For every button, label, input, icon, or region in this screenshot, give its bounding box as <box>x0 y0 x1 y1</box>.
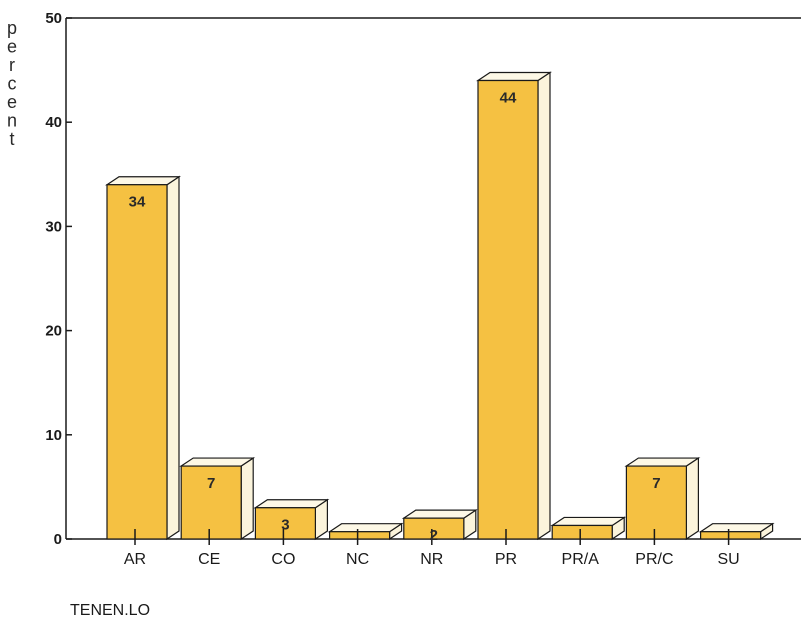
bar-top-NC <box>327 523 404 533</box>
bar-side-CE <box>240 456 254 541</box>
x-tick-label-CE: CE <box>198 551 220 568</box>
data-label-PR: 44 <box>500 90 517 107</box>
bar-top-AR <box>105 176 181 186</box>
bar-side-PR/C <box>685 456 700 541</box>
bar-top-CE <box>179 457 256 467</box>
y-axis-label-char: p <box>7 18 17 38</box>
bar-CO <box>254 507 316 540</box>
bar-PR/C <box>625 465 688 540</box>
bar-side-AR <box>166 175 180 541</box>
x-tick-label-AR: AR <box>124 551 146 568</box>
data-label-CO: 3 <box>281 517 289 534</box>
bar-NC <box>329 531 391 540</box>
bar-PR <box>477 79 539 540</box>
y-tick-label-30: 30 <box>45 218 62 235</box>
y-tick-label-20: 20 <box>45 323 62 340</box>
bar-top-PR/A <box>550 516 627 527</box>
bar-top-SU <box>698 523 775 533</box>
bar-top-NR <box>401 509 478 519</box>
bar-PR/A <box>551 524 613 540</box>
y-axis-label-char: r <box>9 55 15 75</box>
bar-top-CO <box>253 499 330 509</box>
data-label-PR/C: 7 <box>652 475 660 492</box>
y-tick-label-10: 10 <box>45 427 62 444</box>
x-tick-label-PR: PR <box>495 551 517 568</box>
data-label-NR: 2 <box>430 527 438 544</box>
y-tick-label-0: 0 <box>54 531 62 548</box>
y-axis-label-char: e <box>7 37 17 57</box>
bar-NR <box>403 517 465 540</box>
bar-AR <box>106 184 168 540</box>
x-tick-label-NC: NC <box>346 551 369 568</box>
y-tick-label-50: 50 <box>45 10 62 27</box>
data-label-AR: 34 <box>129 194 146 211</box>
y-axis-label-char: c <box>8 74 17 94</box>
data-label-CE: 7 <box>207 475 215 492</box>
y-tick-label-40: 40 <box>45 114 62 131</box>
bar-top-PR <box>476 71 552 82</box>
y-axis-label-char: e <box>7 92 17 112</box>
x-axis-label: TENEN.LO <box>70 602 150 619</box>
x-tick-label-SU: SU <box>717 551 739 568</box>
x-tick-label-PR/A: PR/A <box>562 551 600 568</box>
bar-CE <box>180 465 242 540</box>
y-axis-label-char: n <box>7 111 17 131</box>
bar-SU <box>699 531 762 540</box>
y-axis-label-char: t <box>9 129 14 149</box>
bar-side-PR <box>537 71 551 541</box>
x-tick-label-PR/C: PR/C <box>635 551 673 568</box>
x-tick-label-NR: NR <box>420 551 443 568</box>
bar-top-PR/C <box>624 457 701 467</box>
x-tick-label-CO: CO <box>271 551 295 568</box>
